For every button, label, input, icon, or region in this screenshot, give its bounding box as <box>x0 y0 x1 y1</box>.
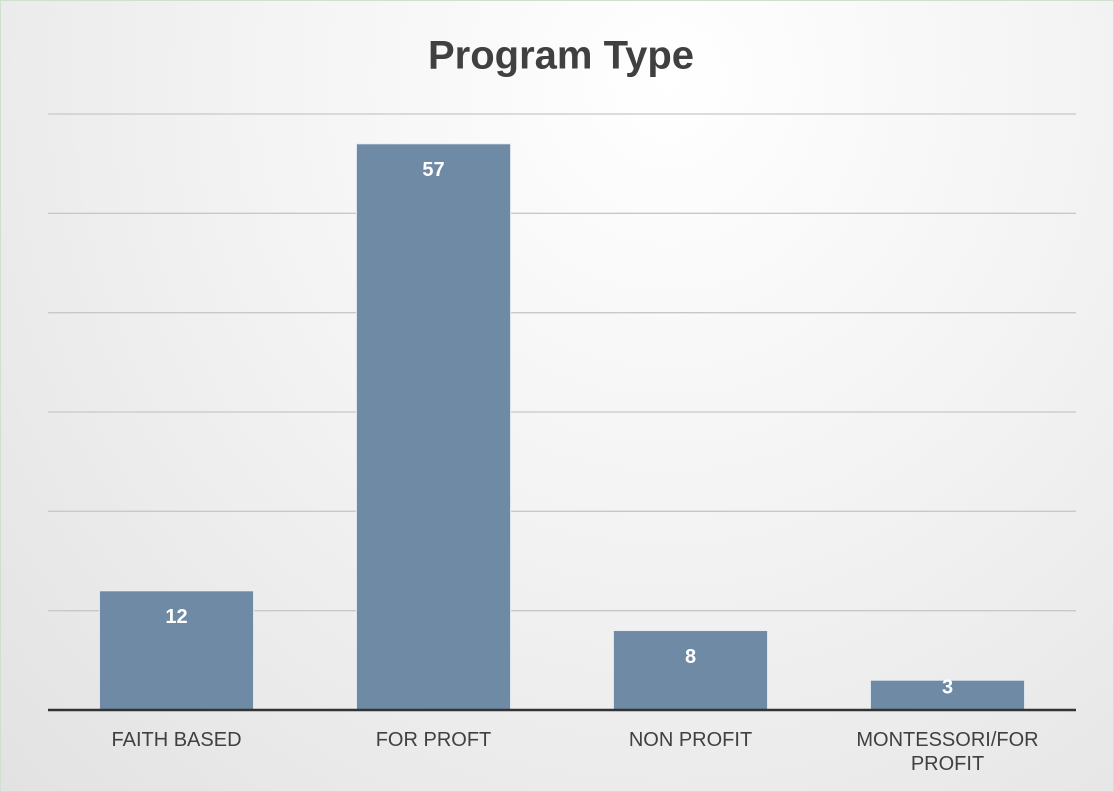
chart-title: Program Type <box>428 34 694 78</box>
bar <box>612 630 769 711</box>
x-tick-label: NON PROFIT <box>628 729 753 751</box>
data-label: 57 <box>422 159 444 181</box>
data-label: 3 <box>942 676 953 698</box>
x-tick-label: MONTESSORI/FOR PROFIT <box>856 729 1039 775</box>
data-label: 8 <box>685 646 696 668</box>
data-label: 12 <box>165 606 187 628</box>
bar <box>869 679 1026 711</box>
x-tick-label: FOR PROFT <box>375 729 492 751</box>
bar <box>355 143 512 711</box>
x-tick-label: FAITH BASED <box>111 729 242 751</box>
